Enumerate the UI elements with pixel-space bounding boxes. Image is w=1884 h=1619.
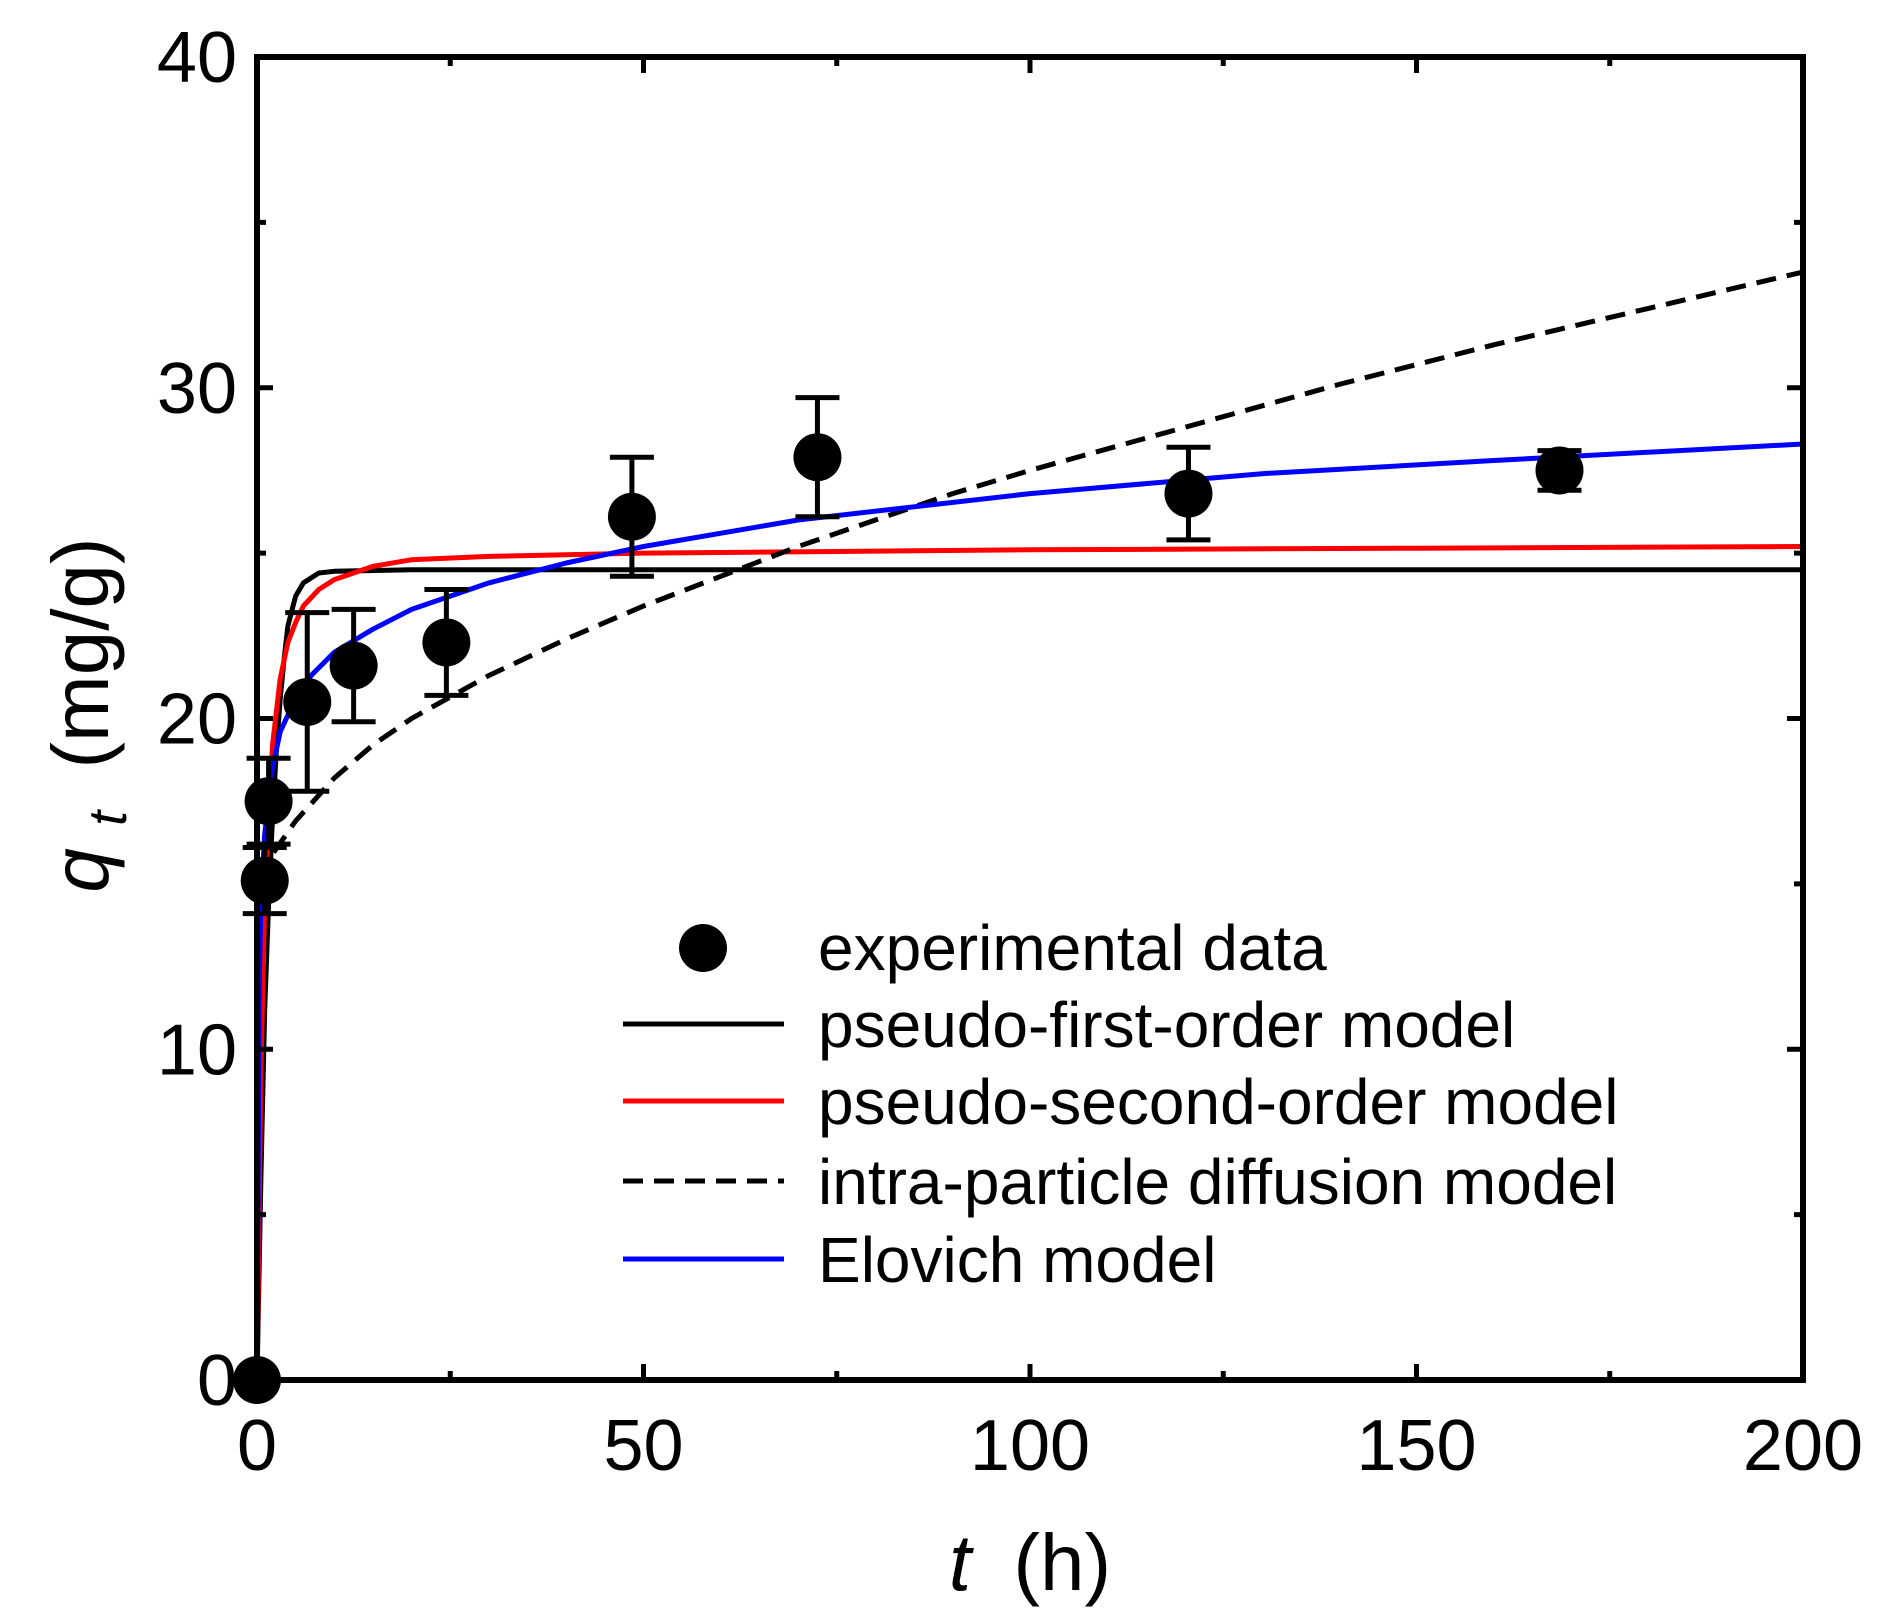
experimental-points — [233, 433, 1584, 1404]
legend-label-pseudo-second-order: pseudo-second-order model — [818, 1066, 1618, 1138]
x-tick-label: 200 — [1743, 1406, 1863, 1486]
y-axis-unit: (mg/g) — [36, 537, 125, 768]
y-tick-label: 40 — [157, 18, 237, 98]
x-axis-title: t (h) — [949, 1518, 1111, 1607]
y-tick-label: 0 — [197, 1341, 237, 1421]
data-point — [1535, 446, 1584, 495]
x-tick-label: 100 — [970, 1406, 1090, 1486]
y-axis-title: q t (mg/g) — [36, 537, 143, 892]
data-point — [240, 856, 289, 905]
data-point — [1164, 469, 1213, 518]
x-axis-unit: (h) — [1013, 1518, 1111, 1607]
y-axis-subscript: t — [78, 809, 138, 826]
legend-label-elovich: Elovich model — [818, 1224, 1216, 1296]
y-tick-label: 30 — [157, 349, 237, 429]
y-axis-variable: q — [36, 848, 125, 893]
axis-ticks — [254, 54, 1806, 1383]
legend: experimental data pseudo-first-order mod… — [623, 912, 1618, 1296]
x-tick-label: 50 — [603, 1406, 683, 1486]
legend-label-pseudo-first-order: pseudo-first-order model — [818, 989, 1515, 1061]
legend-label-experimental: experimental data — [818, 912, 1327, 984]
legend-marker-experimental — [679, 924, 727, 972]
series-line-intra-particle-diffusion-model — [258, 269, 1803, 882]
data-point — [244, 777, 293, 826]
data-point — [283, 677, 332, 726]
data-point — [607, 492, 656, 541]
y-tick-label: 20 — [157, 680, 237, 760]
data-point — [793, 433, 842, 482]
data-point — [422, 618, 471, 667]
legend-label-intra-particle-diffusion: intra-particle diffusion model — [818, 1146, 1617, 1218]
x-tick-label: 0 — [237, 1406, 277, 1486]
x-axis-variable: t — [949, 1518, 974, 1607]
data-point — [329, 641, 378, 690]
y-tick-label: 10 — [157, 1010, 237, 1090]
x-tick-label: 150 — [1356, 1406, 1476, 1486]
tick-labels: 0 50 100 150 200 0 10 20 30 40 — [157, 18, 1863, 1486]
series-line-elovich-model — [257, 441, 1803, 1380]
